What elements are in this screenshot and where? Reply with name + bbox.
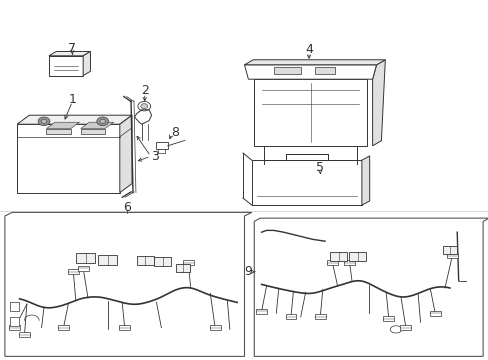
Bar [256,309,266,314]
Bar [17,124,120,193]
Polygon shape [361,156,369,205]
Circle shape [100,119,105,123]
Polygon shape [120,115,132,193]
Polygon shape [244,60,385,65]
Polygon shape [244,65,376,79]
Circle shape [97,117,108,126]
Text: 8: 8 [171,126,179,139]
Bar [76,253,95,263]
Polygon shape [81,122,113,129]
Bar [254,79,366,146]
Bar [119,325,130,330]
Bar [442,246,456,254]
Polygon shape [372,60,385,146]
Bar [158,149,165,153]
Bar [400,325,410,330]
Bar [329,252,346,261]
Polygon shape [83,51,90,76]
Text: 7: 7 [68,42,76,55]
Bar [78,266,88,271]
Circle shape [38,117,50,126]
Bar [326,260,337,265]
Bar [344,260,354,265]
Bar [183,260,193,265]
Bar [137,256,154,265]
Text: 3: 3 [150,150,158,163]
Bar [10,302,19,311]
Bar [383,316,393,321]
Text: 4: 4 [305,43,312,56]
Bar [446,253,457,258]
Circle shape [141,104,147,109]
Bar [348,252,366,261]
Bar [273,67,300,74]
Polygon shape [254,218,488,356]
Bar [155,142,167,149]
Bar [81,129,105,134]
Bar [10,317,19,326]
Bar [46,129,71,134]
Bar [251,160,361,205]
Polygon shape [46,122,79,129]
Polygon shape [49,51,90,56]
Bar [9,325,20,330]
Bar [314,314,325,319]
Text: 1: 1 [68,93,76,105]
Polygon shape [5,212,251,356]
Bar [429,311,440,316]
Text: 5: 5 [316,161,324,174]
Circle shape [138,102,150,111]
Text: 2: 2 [141,84,148,97]
Polygon shape [17,115,132,124]
Bar [58,325,69,330]
Bar [209,325,220,330]
Text: 6: 6 [123,201,131,214]
Bar [154,257,171,266]
Bar [68,269,79,274]
Bar [98,255,117,265]
Circle shape [41,119,47,123]
Bar [315,67,334,74]
Bar [19,332,30,337]
Bar [285,314,296,319]
Bar [49,56,83,76]
Text: 9: 9 [244,265,252,278]
Bar [176,264,189,272]
